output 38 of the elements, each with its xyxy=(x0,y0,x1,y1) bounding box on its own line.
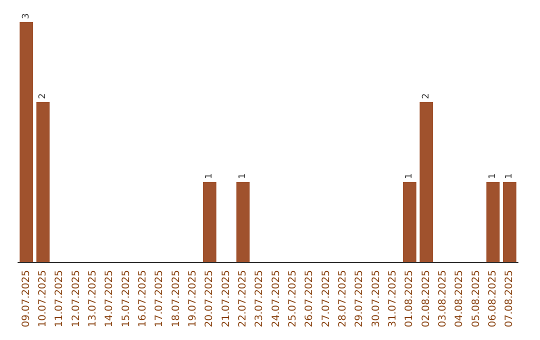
x-tick-label: 17.07.2025 xyxy=(154,270,166,328)
x-tick-label: 23.07.2025 xyxy=(254,270,266,328)
data-label: 2 xyxy=(38,93,48,99)
x-tick-label: 07.08.2025 xyxy=(504,270,516,328)
x-tick-label: 16.07.2025 xyxy=(138,270,148,328)
x-tick-label: 28.07.2025 xyxy=(338,270,348,328)
x-tick-label: 11.07.2025 xyxy=(54,270,66,328)
x-tick-label: 09.07.2025 xyxy=(20,270,32,328)
x-tick-label: 03.08.2025 xyxy=(438,270,448,328)
x-tick-label: 04.08.2025 xyxy=(454,270,466,328)
x-tick-label: 15.07.2025 xyxy=(120,270,132,328)
x-tick-label: 05.08.2025 xyxy=(470,270,482,328)
data-label: 1 xyxy=(204,173,215,179)
x-tick-label: 29.07.2025 xyxy=(354,270,366,328)
x-tick-label: 31.07.2025 xyxy=(388,270,398,328)
data-label: 1 xyxy=(404,173,415,179)
x-tick-label: 10.07.2025 xyxy=(38,270,48,328)
data-label: 3 xyxy=(21,13,32,19)
data-label: 1 xyxy=(504,173,515,179)
data-label: 2 xyxy=(421,93,432,99)
data-label: 1 xyxy=(238,173,248,179)
x-tick-label: 26.07.2025 xyxy=(304,270,316,328)
x-tick-label: 20.07.2025 xyxy=(204,270,216,328)
x-tick-label: 24.07.2025 xyxy=(270,270,282,328)
x-tick-label: 22.07.2025 xyxy=(238,270,248,328)
x-tick-label: 14.07.2025 xyxy=(104,270,116,328)
x-tick-label: 25.07.2025 xyxy=(288,270,298,328)
x-tick-label: 13.07.2025 xyxy=(88,270,98,328)
x-tick-label: 21.07.2025 xyxy=(220,270,232,328)
x-tick-label: 19.07.2025 xyxy=(188,270,198,328)
x-tick-label: 06.08.2025 xyxy=(488,270,498,328)
x-tick-label: 18.07.2025 xyxy=(170,270,182,328)
x-tick-label: 02.08.2025 xyxy=(420,270,432,328)
x-tick-label: 12.07.2025 xyxy=(70,270,82,328)
x-tick-label: 30.07.2025 xyxy=(370,270,382,328)
x-tick-label: 01.08.2025 xyxy=(404,270,416,328)
data-label: 1 xyxy=(488,173,498,179)
x-tick-label: 27.07.2025 xyxy=(320,270,332,328)
